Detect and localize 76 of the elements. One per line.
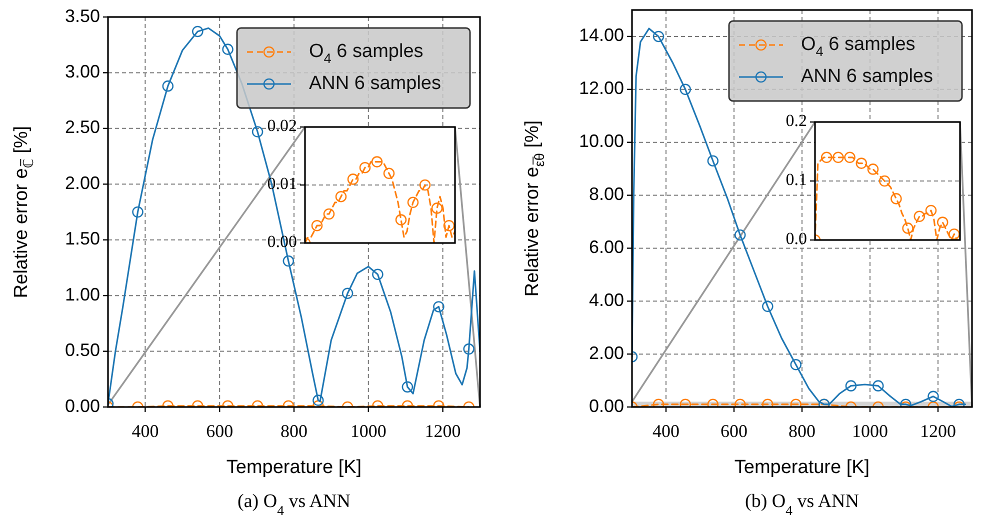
point [372, 268, 384, 280]
x-tick-label: 1000 [852, 421, 888, 441]
point [359, 162, 371, 174]
point [925, 204, 937, 216]
point [282, 255, 294, 267]
legend-label: O$_{4}$ 6 samples [801, 34, 916, 60]
point [311, 220, 323, 232]
point [867, 164, 879, 175]
point [856, 158, 868, 169]
x-tick-label: 400 [132, 421, 159, 441]
y-tick-label: 3.00 [64, 61, 100, 82]
x-tick-label: 1200 [920, 421, 956, 441]
y-tick-label: 1.00 [64, 284, 100, 304]
y-tick-label: 2.50 [64, 117, 100, 138]
y-tick-label: 2.00 [64, 172, 100, 193]
point [222, 44, 234, 55]
point [844, 152, 856, 164]
point [878, 175, 890, 187]
y-tick-label: 14.00 [578, 25, 624, 46]
point [419, 179, 431, 191]
point [342, 288, 354, 299]
point [371, 156, 383, 168]
y-tick-label: 8.00 [588, 184, 624, 204]
y-tick-label: 2.00 [588, 342, 624, 363]
y-tick-label: 0.00 [588, 396, 624, 416]
text: (b) O$_{4}$ vs ANN [745, 491, 860, 518]
point [443, 220, 455, 232]
x-tick-label: 800 [280, 421, 308, 441]
x-tick-label: 600 [206, 421, 234, 441]
legend-label: O$_{4}$ 6 samples [309, 41, 424, 66]
y-tick-label: 6.00 [588, 236, 624, 257]
point [323, 208, 335, 220]
point [162, 80, 174, 92]
y-tick-label: 0.1 [786, 170, 807, 189]
y-tick-label: 3.50 [64, 6, 100, 26]
y-tick-label: 1.50 [64, 228, 100, 249]
y-tick-label: 0.0 [786, 228, 807, 248]
point [762, 300, 774, 312]
point [407, 196, 419, 208]
x-tick-label: 1000 [350, 421, 386, 441]
x-tick-label: 800 [788, 421, 816, 441]
point [680, 84, 692, 96]
point [132, 206, 144, 218]
y-tick-label: 0.50 [64, 340, 100, 360]
point [335, 190, 347, 202]
point [652, 30, 664, 42]
point [902, 222, 914, 234]
point [832, 152, 844, 164]
point [395, 214, 407, 226]
legend-label: ANN 6 samples [801, 66, 933, 88]
point [431, 202, 443, 214]
point [890, 193, 902, 204]
point [252, 126, 264, 138]
point [948, 228, 960, 240]
x-axis-title: Temperature [K] [226, 457, 362, 478]
legend-label: ANN 6 samples [309, 73, 441, 94]
x-tick-label: 400 [652, 421, 680, 441]
point [734, 229, 746, 241]
point [707, 155, 719, 167]
x-axis-title: Temperature [K] [734, 457, 870, 478]
y-tick-label: 10.00 [578, 131, 624, 152]
y-tick-label: 4.00 [588, 290, 624, 310]
y-tick-label: 0.00 [64, 396, 100, 416]
point [914, 210, 926, 222]
point [936, 216, 948, 228]
x-tick-label: 600 [720, 421, 748, 441]
y-tick-label: 0.2 [786, 110, 807, 130]
y-tick-label: 0.02 [267, 116, 297, 135]
point [347, 174, 359, 185]
line-series [632, 28, 966, 407]
point [820, 152, 832, 164]
point [383, 168, 395, 180]
y-tick-label: 12.00 [578, 78, 624, 98]
text: (a) O$_{4}$ vs ANN [238, 491, 351, 518]
x-tick-label: 1200 [424, 421, 461, 441]
point [192, 26, 204, 38]
